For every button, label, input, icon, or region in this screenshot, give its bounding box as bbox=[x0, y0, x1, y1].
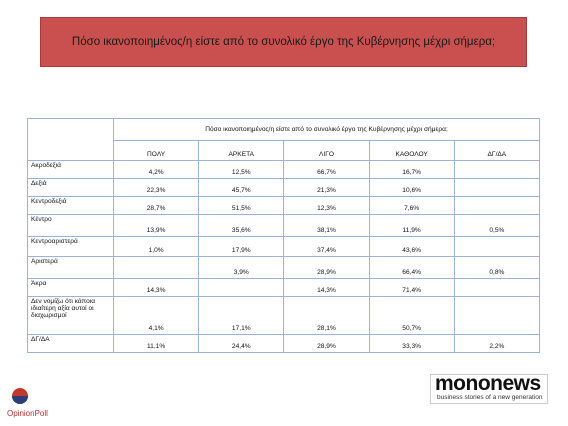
row-label: Κεντροαριστερά bbox=[27, 236, 114, 257]
value-cell: 22,3% bbox=[112, 178, 200, 197]
value-cell: 16,7% bbox=[368, 160, 455, 179]
opinionpoll-logo bbox=[12, 388, 28, 404]
value-cell: 14,3% bbox=[283, 278, 370, 297]
mononews-logo: mononews business stories of a new gener… bbox=[430, 372, 548, 404]
value-cell: 50,7% bbox=[368, 296, 455, 335]
table-body: Πόσο ικανοποιημένος/η είστε από το συνολ… bbox=[27, 118, 541, 353]
value-cell: 1,0% bbox=[112, 236, 200, 257]
row-label: Ακροδεξιά bbox=[27, 160, 114, 179]
value-cell: 14,3% bbox=[112, 278, 200, 297]
value-cell bbox=[453, 196, 541, 215]
value-cell bbox=[453, 160, 541, 179]
data-row: Κεντροαριστερά 1,0% 17,9% 37,4% 43,6% bbox=[27, 236, 541, 257]
value-cell: 11,1% bbox=[112, 334, 200, 353]
row-label: Δεξιά bbox=[27, 178, 114, 197]
value-cell: 71,4% bbox=[368, 278, 455, 297]
column-header: ΑΡΚΕΤΑ bbox=[198, 140, 285, 161]
value-cell: 28,7% bbox=[112, 196, 200, 215]
header-row: ΠΟΛΥ ΑΡΚΕΤΑ ΛΙΓΟ ΚΑΘΟΛΟΥ ΔΓ/ΔΑ bbox=[28, 140, 541, 161]
value-cell: 2,2% bbox=[453, 334, 541, 353]
value-cell bbox=[453, 236, 541, 257]
value-cell: 12,5% bbox=[198, 160, 285, 179]
data-row: Δεν νομίζω ότι κάποια ιδιαίτερη αξία αυτ… bbox=[27, 296, 541, 335]
data-row: ΔΓ/ΔΑ 11,1% 24,4% 28,9% 33,3% 2,2% bbox=[27, 334, 541, 353]
logo-half bbox=[12, 396, 28, 404]
data-row: Ακροδεξιά 4,2% 12,5% 66,7% 16,7% bbox=[27, 160, 541, 179]
value-cell bbox=[453, 178, 541, 197]
data-row: Κεντροδεξιά 28,7% 51,5% 12,3% 7,6% bbox=[27, 196, 541, 215]
mononews-tagline: business stories of a new generation bbox=[437, 394, 543, 401]
value-cell: 4,2% bbox=[112, 160, 200, 179]
value-cell: 17,1% bbox=[198, 296, 285, 335]
value-cell: 7,6% bbox=[368, 196, 455, 215]
results-table: Πόσο ικανοποιημένος/η είστε από το συνολ… bbox=[27, 118, 541, 353]
value-cell: 45,7% bbox=[198, 178, 285, 197]
corner-cell bbox=[27, 118, 114, 161]
value-cell bbox=[453, 278, 541, 297]
mononews-name: mononews bbox=[435, 372, 541, 395]
data-row: Άκρα 14,3% 14,3% 71,4% bbox=[27, 278, 541, 297]
data-row: Δεξιά 22,3% 45,7% 21,3% 10,6% bbox=[27, 178, 541, 197]
value-cell: 51,5% bbox=[198, 196, 285, 215]
row-label: Κέντρο bbox=[27, 214, 114, 237]
row-label: Κεντροδεξιά bbox=[27, 196, 114, 215]
value-cell: 28,9% bbox=[283, 334, 370, 353]
column-header: ΛΙΓΟ bbox=[283, 140, 370, 161]
value-cell: 37,4% bbox=[283, 236, 370, 257]
value-cell: 35,6% bbox=[198, 214, 285, 237]
value-cell: 66,7% bbox=[283, 160, 370, 179]
value-cell: 0,5% bbox=[453, 214, 541, 237]
value-cell: 24,4% bbox=[198, 334, 285, 353]
value-cell bbox=[198, 278, 285, 297]
value-cell: 11,9% bbox=[368, 214, 455, 237]
value-cell: 12,3% bbox=[283, 196, 370, 215]
row-label: ΔΓ/ΔΑ bbox=[27, 334, 114, 353]
value-cell: 21,3% bbox=[283, 178, 370, 197]
value-cell: 43,6% bbox=[368, 236, 455, 257]
row-label: Δεν νομίζω ότι κάποια ιδιαίτερη αξία αυτ… bbox=[27, 296, 114, 335]
value-cell: 13,9% bbox=[112, 214, 200, 237]
value-cell bbox=[112, 256, 200, 279]
value-cell: 17,9% bbox=[198, 236, 285, 257]
title: Πόσο ικανοποιημένος/η είστε από το συνολ… bbox=[71, 36, 496, 48]
column-header: ΔΓ/ΔΑ bbox=[453, 140, 541, 161]
row-label: Αριστερά bbox=[27, 256, 114, 279]
value-cell: 3,9% bbox=[198, 256, 285, 279]
value-cell: 10,6% bbox=[368, 178, 455, 197]
data-row: Κέντρο 13,9% 35,6% 38,1% 11,9% 0,5% bbox=[27, 214, 541, 237]
value-cell: 28,9% bbox=[283, 256, 370, 279]
value-cell: 38,1% bbox=[283, 214, 370, 237]
column-header: ΠΟΛΥ bbox=[112, 140, 200, 161]
value-cell: 66,4% bbox=[368, 256, 455, 279]
value-cell: 33,3% bbox=[368, 334, 455, 353]
value-cell: 0,8% bbox=[453, 256, 541, 279]
header-row: Πόσο ικανοποιημένος/η είστε από το συνολ… bbox=[27, 118, 540, 161]
title-banner: Πόσο ικανοποιημένος/η είστε από το συνολ… bbox=[40, 17, 527, 67]
value-cell bbox=[453, 296, 541, 335]
value-cell: 28,1% bbox=[283, 296, 370, 335]
column-header: ΚΑΘΟΛΟΥ bbox=[368, 140, 455, 161]
row-label: Άκρα bbox=[27, 278, 114, 297]
value-cell: 4,1% bbox=[112, 296, 200, 335]
opinionpoll-name: OpinionPoll bbox=[7, 409, 48, 418]
question-cell: Πόσο ικανοποιημένος/η είστε από το συνολ… bbox=[113, 118, 540, 141]
data-row: Αριστερά 3,9% 28,9% 66,4% 0,8% bbox=[27, 256, 541, 279]
